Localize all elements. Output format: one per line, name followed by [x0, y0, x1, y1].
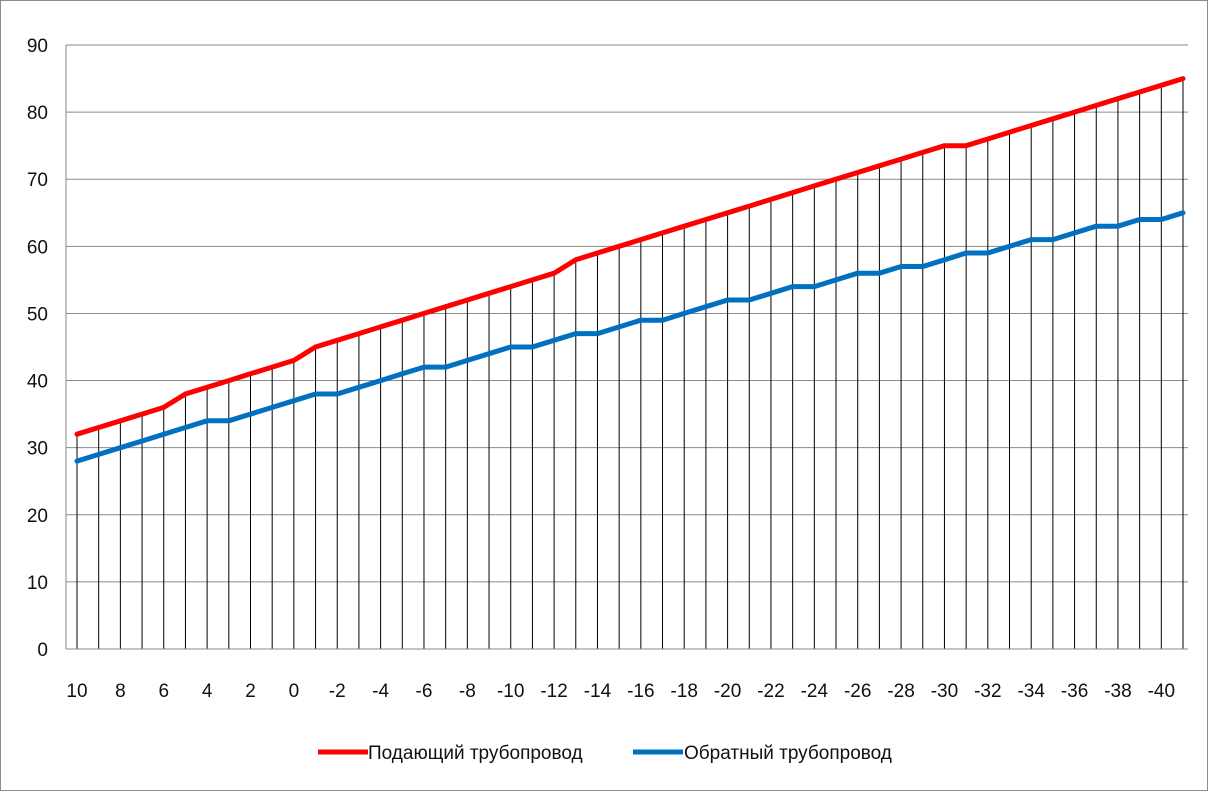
- series-line-return: [74, 210, 1186, 464]
- legend-label-supply: Подающий трубопровод: [368, 743, 583, 764]
- x-tick-label: -36: [1061, 681, 1088, 702]
- axes: [65, 45, 1188, 650]
- x-tick-label: -30: [931, 681, 958, 702]
- drop-lines: [76, 78, 1184, 649]
- y-tick-label: 50: [27, 304, 48, 325]
- x-tick-label: -38: [1104, 681, 1131, 702]
- y-tick-label: 20: [27, 506, 48, 527]
- x-tick-label: -40: [1148, 681, 1175, 702]
- series-lines: [74, 76, 1186, 464]
- x-tick-label: -34: [1017, 681, 1045, 702]
- y-tick-label: 70: [27, 170, 48, 191]
- x-tick-label: -4: [372, 681, 389, 702]
- x-tick-label: -6: [416, 681, 433, 702]
- y-tick-label: 80: [27, 103, 48, 124]
- x-tick-label: 8: [115, 681, 126, 702]
- x-tick-label: -8: [459, 681, 476, 702]
- y-tick-label: 30: [27, 439, 48, 460]
- x-tick-label: -28: [887, 681, 914, 702]
- gridlines: [66, 44, 1188, 583]
- x-tick-label: -18: [670, 681, 697, 702]
- x-tick-label: 4: [202, 681, 213, 702]
- x-tick-label: 6: [158, 681, 169, 702]
- x-tick-labels: 10 8 6 4 2 0 -2 -4 -6 -8 -10 -12 -14 -16 -18 -20 -22 -24-…: [66, 681, 1175, 702]
- x-tick-label: -32: [974, 681, 1001, 702]
- y-tick-label: 0: [37, 640, 48, 661]
- x-tick-label: -16: [627, 681, 654, 702]
- x-tick-label: 2: [245, 681, 256, 702]
- series-line-supply: [74, 76, 1186, 437]
- x-tick-label: -12: [540, 681, 567, 702]
- x-tick-label: 0: [289, 681, 300, 702]
- y-tick-labels: 0 10 20 30 40 50 60 70 80 90: [27, 36, 48, 661]
- y-tick-label: 40: [27, 372, 48, 393]
- x-tick-label: -14: [584, 681, 612, 702]
- legend: Подающий трубопровод Обратный трубопрово…: [318, 743, 892, 764]
- x-tick-label: -22: [757, 681, 784, 702]
- x-tick-label: -2: [329, 681, 346, 702]
- y-tick-label: 60: [27, 237, 48, 258]
- x-tick-label: -20: [714, 681, 741, 702]
- legend-label-return: Обратный трубопровод: [684, 743, 892, 764]
- y-tick-label: 90: [27, 36, 48, 57]
- x-tick-label: -10: [497, 681, 524, 702]
- y-tick-label: 10: [27, 573, 48, 594]
- x-tick-label: -26: [844, 681, 871, 702]
- x-tick-label: -24: [801, 681, 829, 702]
- x-tick-label: 10: [66, 681, 87, 702]
